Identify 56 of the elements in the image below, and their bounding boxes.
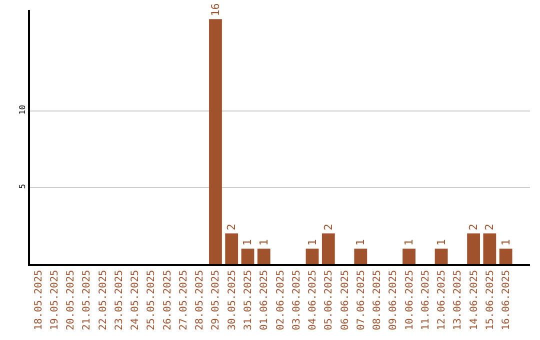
x-tick-label: 13.06.2025 <box>452 270 464 330</box>
bar <box>209 19 222 264</box>
x-tick-label: 12.06.2025 <box>436 270 448 330</box>
data-label: 1 <box>499 239 512 246</box>
bar <box>241 248 254 264</box>
x-tick-label: 21.05.2025 <box>82 270 93 330</box>
x-tick-label: 18.05.2025 <box>33 270 44 330</box>
x-tick-label: 25.05.2025 <box>146 270 158 330</box>
x-tick-label: 06.06.2025 <box>340 270 351 330</box>
x-tick-label: 26.05.2025 <box>162 270 174 330</box>
data-label: 1 <box>434 239 448 246</box>
bar <box>499 248 512 264</box>
bar <box>467 233 480 264</box>
data-label: 2 <box>467 224 480 230</box>
bar <box>402 248 416 264</box>
x-tick-label: 03.06.2025 <box>291 270 302 330</box>
data-label: 2 <box>483 224 496 230</box>
y-tick-label: 5 <box>18 184 28 189</box>
data-label: 1 <box>402 239 416 246</box>
data-label: 2 <box>322 224 335 230</box>
x-tick-label: 05.06.2025 <box>324 270 335 330</box>
x-tick-label: 02.06.2025 <box>275 270 286 330</box>
x-tick-label: 20.05.2025 <box>66 270 77 330</box>
data-label: 1 <box>306 239 319 246</box>
x-tick-label: 19.05.2025 <box>49 270 60 330</box>
x-tick-label: 27.05.2025 <box>178 270 190 330</box>
x-tick-label: 23.05.2025 <box>114 270 125 330</box>
x-tick-label: 24.05.2025 <box>130 270 142 330</box>
bar <box>225 233 238 264</box>
x-tick-label: 01.06.2025 <box>259 270 270 330</box>
bar <box>306 248 319 264</box>
x-tick-label: 15.06.2025 <box>484 270 496 330</box>
x-tick-label: 16.06.2025 <box>501 270 512 330</box>
bar <box>434 248 448 264</box>
y-tick-label: 10 <box>18 104 28 115</box>
x-tick-label: 04.06.2025 <box>308 270 319 330</box>
x-tick-label: 11.06.2025 <box>420 270 432 330</box>
data-label: 1 <box>257 239 270 246</box>
data-label: 1 <box>241 239 254 246</box>
x-tick-label: 31.05.2025 <box>242 270 254 330</box>
x-tick-label: 28.05.2025 <box>194 270 206 330</box>
bar <box>257 248 270 264</box>
x-tick-label: 30.05.2025 <box>226 270 238 330</box>
x-tick-label: 14.06.2025 <box>468 270 480 330</box>
x-tick-label: 08.06.2025 <box>372 270 384 330</box>
x-tick-label: 10.06.2025 <box>404 270 416 330</box>
x-tick-label: 07.06.2025 <box>356 270 367 330</box>
x-tick-label: 09.06.2025 <box>388 270 400 330</box>
x-tick-label: 29.05.2025 <box>210 270 222 330</box>
bar <box>354 248 368 264</box>
data-label: 16 <box>208 3 222 16</box>
bar <box>483 233 496 264</box>
x-tick-label: 22.05.2025 <box>98 270 109 330</box>
bar <box>322 233 335 264</box>
data-label: 1 <box>354 239 368 246</box>
data-label: 2 <box>225 224 238 230</box>
